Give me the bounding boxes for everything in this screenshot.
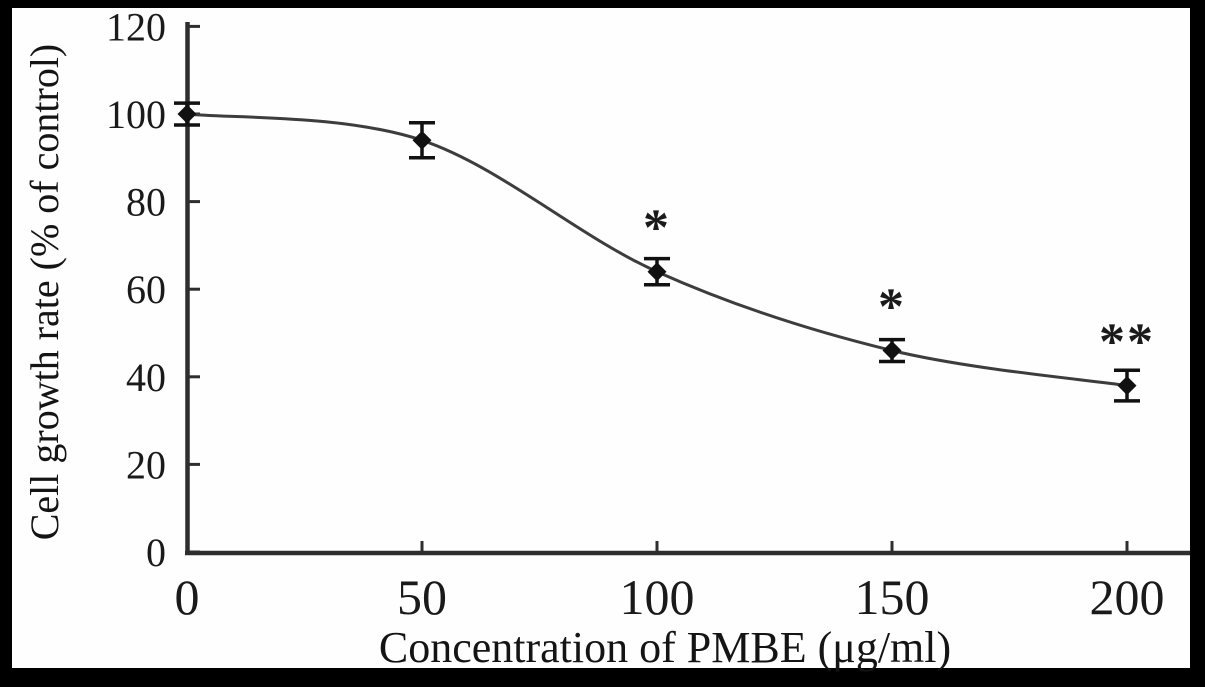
y-tick-label: 120 bbox=[106, 4, 166, 49]
significance-star: * bbox=[643, 200, 671, 257]
x-axis-ticks: 0 50 100 150 200 bbox=[175, 541, 1165, 625]
figure-background bbox=[12, 8, 1190, 668]
x-tick-label: 100 bbox=[620, 569, 695, 625]
y-axis-title: Cell growth rate (% of control) bbox=[22, 44, 67, 541]
data-point-marker bbox=[647, 262, 667, 282]
x-tick-label: 150 bbox=[855, 569, 930, 625]
y-tick-label: 100 bbox=[106, 92, 166, 137]
x-tick-label: 50 bbox=[397, 569, 447, 625]
x-tick-label: 0 bbox=[175, 569, 200, 625]
significance-star: ** bbox=[1099, 314, 1155, 371]
y-tick-label: 80 bbox=[126, 180, 166, 225]
x-axis-title: Concentration of PMBE (μg/ml) bbox=[379, 623, 951, 672]
data-points bbox=[177, 104, 1137, 396]
data-point-marker bbox=[412, 130, 432, 150]
y-tick-label: 40 bbox=[126, 355, 166, 400]
y-tick-label: 60 bbox=[126, 267, 166, 312]
y-tick-label: 20 bbox=[126, 442, 166, 487]
x-tick-label: 200 bbox=[1090, 569, 1165, 625]
y-axis-ticks: 0 20 40 60 80 100 120 bbox=[106, 4, 200, 575]
data-point-marker bbox=[1117, 376, 1137, 396]
significance-star: * bbox=[878, 279, 906, 336]
y-tick-label: 0 bbox=[146, 530, 166, 575]
significance-stars: **** bbox=[643, 200, 1155, 371]
data-point-marker bbox=[882, 341, 902, 360]
data-point-marker bbox=[177, 104, 197, 124]
